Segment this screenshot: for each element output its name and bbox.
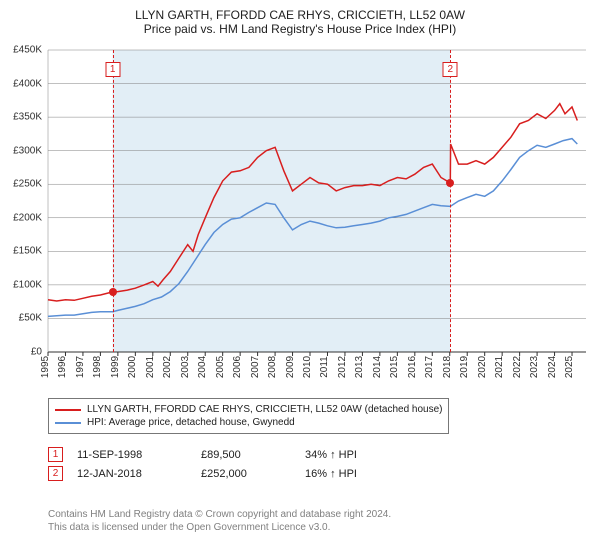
x-tick-label: 2007 bbox=[247, 356, 261, 378]
sale-delta: 34% ↑ HPI bbox=[305, 449, 405, 461]
x-tick-label: 1996 bbox=[54, 356, 68, 378]
legend: LLYN GARTH, FFORDD CAE RHYS, CRICCIETH, … bbox=[48, 398, 449, 434]
y-tick-label: £250K bbox=[13, 179, 48, 190]
license-line2: This data is licensed under the Open Gov… bbox=[48, 521, 391, 534]
legend-item: HPI: Average price, detached house, Gwyn… bbox=[55, 416, 442, 429]
x-tick-label: 2016 bbox=[404, 356, 418, 378]
x-tick-label: 2025 bbox=[561, 356, 575, 378]
chart-container: LLYN GARTH, FFORDD CAE RHYS, CRICCIETH, … bbox=[0, 0, 600, 560]
license-line1: Contains HM Land Registry data © Crown c… bbox=[48, 508, 391, 521]
x-tick-label: 2020 bbox=[474, 356, 488, 378]
legend-swatch bbox=[55, 409, 81, 411]
sale-row: 1 11-SEP-1998 £89,500 34% ↑ HPI bbox=[48, 445, 405, 464]
x-tick-label: 2002 bbox=[159, 356, 173, 378]
x-tick-label: 2000 bbox=[124, 356, 138, 378]
sale-date: 11-SEP-1998 bbox=[77, 449, 187, 461]
x-tick-label: 2023 bbox=[526, 356, 540, 378]
sale-delta: 16% ↑ HPI bbox=[305, 468, 405, 480]
sale-vline bbox=[450, 50, 451, 352]
x-tick-label: 2014 bbox=[369, 356, 383, 378]
sale-point-marker bbox=[109, 288, 117, 296]
y-tick-label: £50K bbox=[19, 313, 48, 324]
sale-row: 2 12-JAN-2018 £252,000 16% ↑ HPI bbox=[48, 464, 405, 483]
title-line2: Price paid vs. HM Land Registry's House … bbox=[0, 22, 600, 36]
x-tick-label: 2006 bbox=[229, 356, 243, 378]
x-tick-label: 2012 bbox=[334, 356, 348, 378]
x-tick-label: 2018 bbox=[439, 356, 453, 378]
plot-area: £0£50K£100K£150K£200K£250K£300K£350K£400… bbox=[48, 50, 586, 352]
sale-row-marker: 2 bbox=[48, 466, 63, 481]
sale-price: £89,500 bbox=[201, 449, 291, 461]
x-tick-label: 2024 bbox=[544, 356, 558, 378]
y-tick-label: £200K bbox=[13, 212, 48, 223]
sale-price: £252,000 bbox=[201, 468, 291, 480]
y-tick-label: £100K bbox=[13, 279, 48, 290]
x-tick-label: 2021 bbox=[491, 356, 505, 378]
sale-row-marker: 1 bbox=[48, 447, 63, 462]
x-tick-label: 2003 bbox=[177, 356, 191, 378]
x-tick-label: 1997 bbox=[72, 356, 86, 378]
sale-vline bbox=[113, 50, 114, 352]
legend-swatch bbox=[55, 422, 81, 424]
x-tick-label: 2005 bbox=[212, 356, 226, 378]
y-tick-label: £450K bbox=[13, 45, 48, 56]
title-line1: LLYN GARTH, FFORDD CAE RHYS, CRICCIETH, … bbox=[0, 8, 600, 22]
x-tick-label: 2013 bbox=[351, 356, 365, 378]
y-tick-label: £150K bbox=[13, 246, 48, 257]
plot-svg bbox=[48, 50, 586, 352]
y-tick-label: £400K bbox=[13, 78, 48, 89]
sale-point-marker bbox=[446, 179, 454, 187]
x-tick-label: 2011 bbox=[316, 356, 330, 378]
x-tick-label: 1995 bbox=[37, 356, 51, 378]
sales-table: 1 11-SEP-1998 £89,500 34% ↑ HPI 2 12-JAN-2018… bbox=[48, 445, 405, 483]
x-tick-label: 2019 bbox=[456, 356, 470, 378]
x-tick-label: 2004 bbox=[194, 356, 208, 378]
chart-title: LLYN GARTH, FFORDD CAE RHYS, CRICCIETH, … bbox=[0, 0, 600, 36]
x-tick-label: 2022 bbox=[509, 356, 523, 378]
x-tick-label: 2008 bbox=[264, 356, 278, 378]
sale-date: 12-JAN-2018 bbox=[77, 468, 187, 480]
x-tick-label: 2001 bbox=[142, 356, 156, 378]
legend-label: HPI: Average price, detached house, Gwyn… bbox=[87, 417, 295, 428]
x-tick-label: 2010 bbox=[299, 356, 313, 378]
x-tick-label: 1998 bbox=[89, 356, 103, 378]
legend-item: LLYN GARTH, FFORDD CAE RHYS, CRICCIETH, … bbox=[55, 403, 442, 416]
x-tick-label: 2009 bbox=[282, 356, 296, 378]
x-tick-label: 1999 bbox=[107, 356, 121, 378]
sale-marker: 1 bbox=[105, 62, 120, 77]
sale-marker: 2 bbox=[443, 62, 458, 77]
license-text: Contains HM Land Registry data © Crown c… bbox=[48, 508, 391, 534]
legend-label: LLYN GARTH, FFORDD CAE RHYS, CRICCIETH, … bbox=[87, 404, 442, 415]
y-tick-label: £300K bbox=[13, 145, 48, 156]
y-tick-label: £350K bbox=[13, 112, 48, 123]
x-tick-label: 2015 bbox=[386, 356, 400, 378]
x-tick-label: 2017 bbox=[421, 356, 435, 378]
